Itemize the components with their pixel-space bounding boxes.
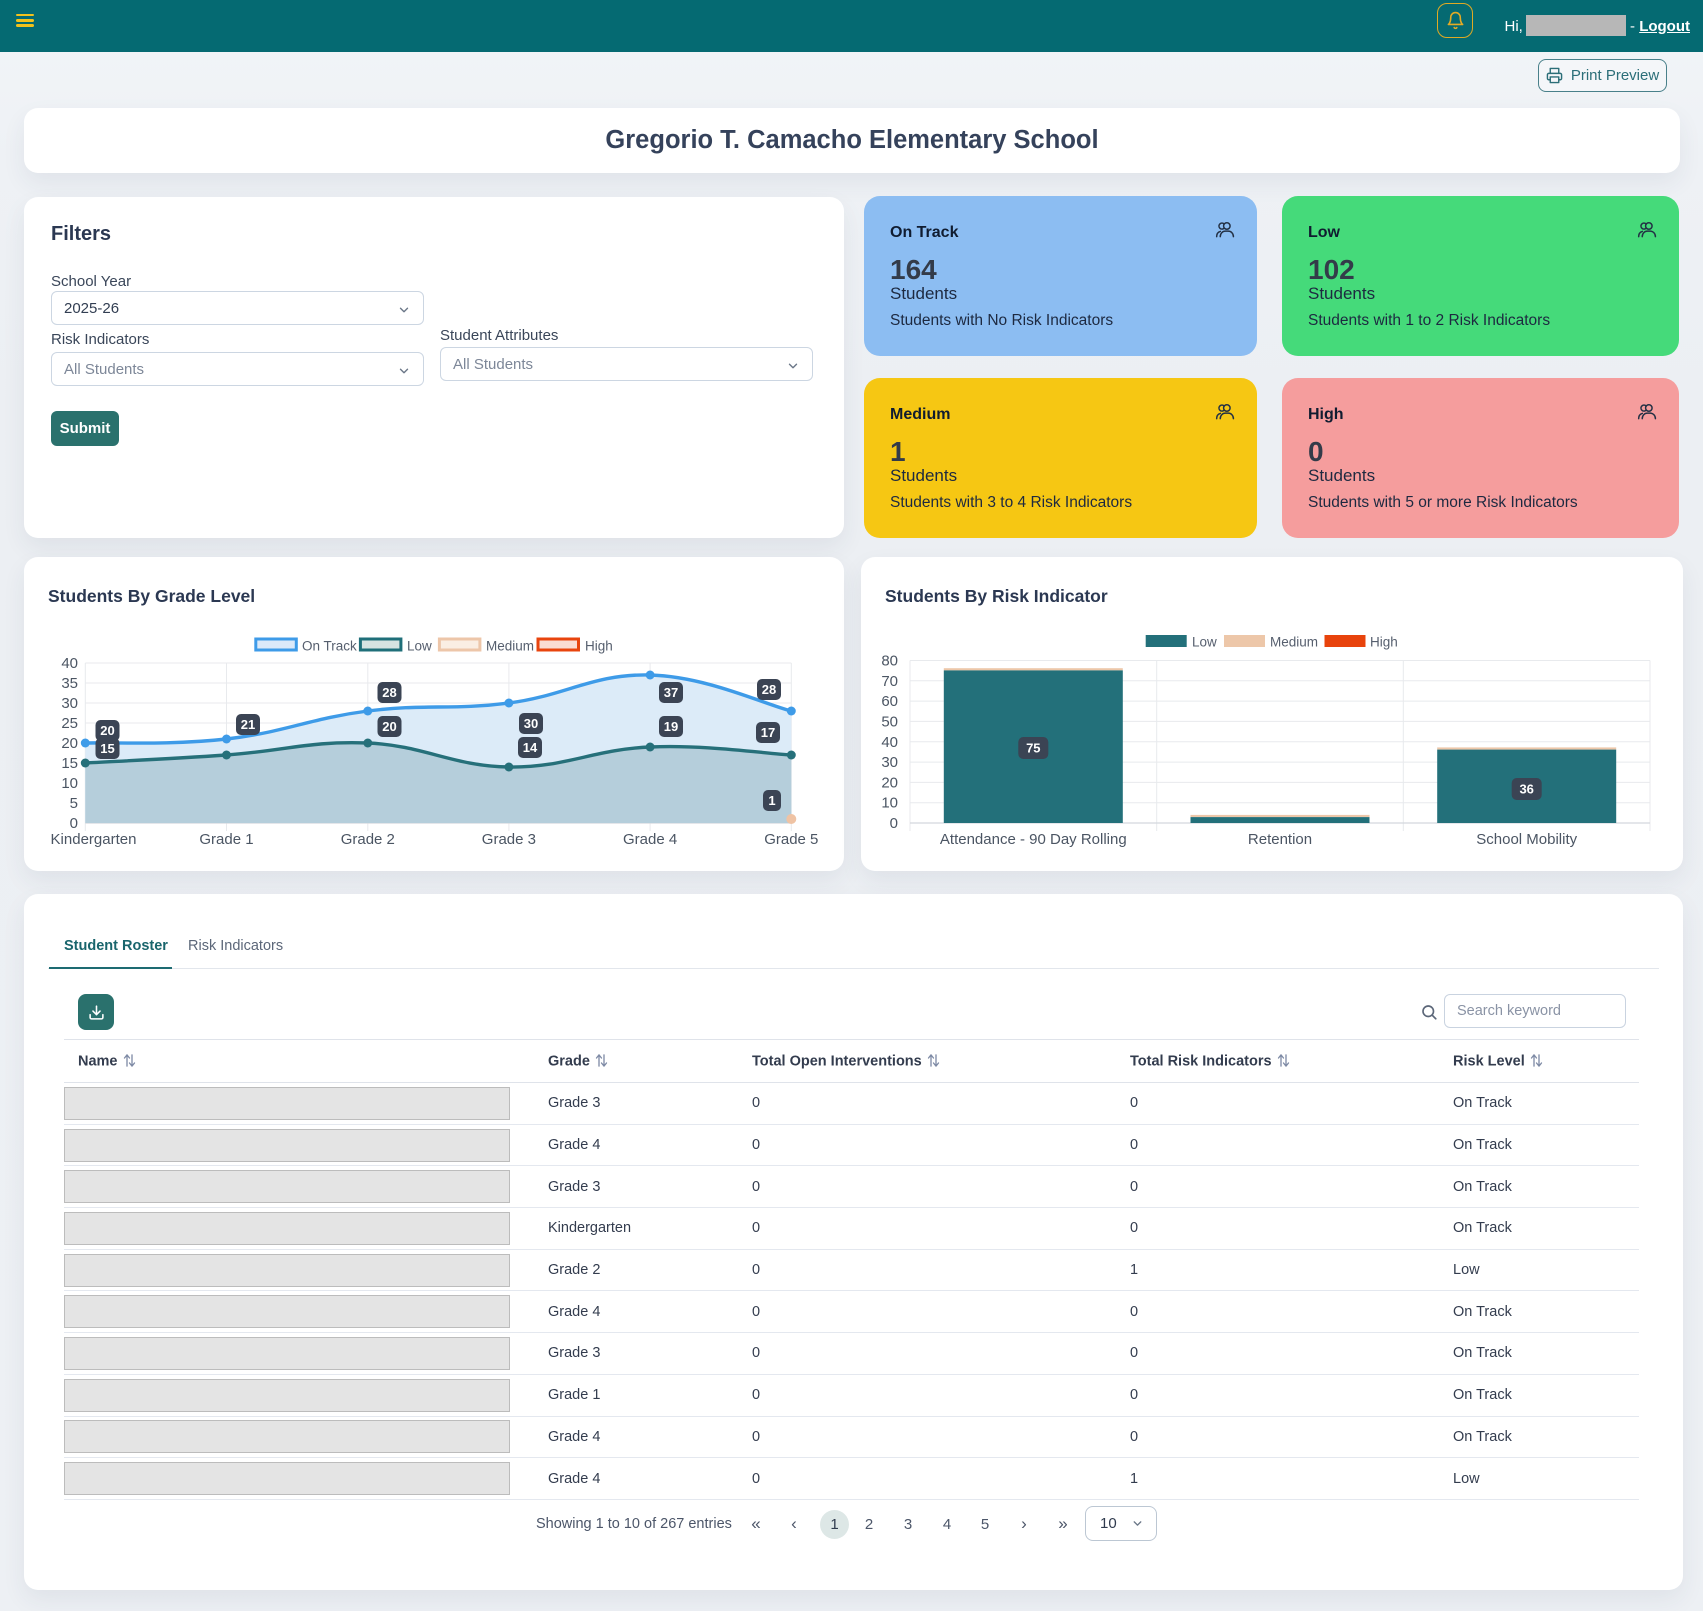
svg-text:21: 21 [241, 717, 255, 732]
svg-text:20: 20 [881, 774, 898, 791]
svg-text:Grade 3: Grade 3 [482, 831, 536, 848]
svg-text:75: 75 [1026, 741, 1040, 756]
svg-text:28: 28 [762, 682, 776, 697]
svg-text:On Track: On Track [302, 639, 357, 654]
svg-text:0: 0 [890, 815, 898, 832]
svg-text:40: 40 [61, 655, 78, 672]
svg-text:20: 20 [382, 719, 396, 734]
svg-text:17: 17 [761, 725, 775, 740]
svg-text:Grade 4: Grade 4 [623, 831, 677, 848]
svg-text:Low: Low [407, 639, 432, 654]
svg-text:19: 19 [664, 719, 678, 734]
svg-text:Grade 5: Grade 5 [764, 831, 818, 848]
svg-text:15: 15 [100, 741, 114, 756]
svg-text:10: 10 [881, 795, 898, 812]
svg-text:School Mobility: School Mobility [1476, 831, 1577, 848]
svg-text:High: High [585, 639, 613, 654]
svg-text:28: 28 [382, 685, 396, 700]
svg-text:10: 10 [61, 775, 78, 792]
svg-text:5: 5 [70, 795, 78, 812]
svg-text:Medium: Medium [486, 639, 534, 654]
svg-text:36: 36 [1519, 782, 1533, 797]
svg-text:60: 60 [881, 693, 898, 710]
svg-text:Low: Low [1192, 635, 1217, 650]
svg-text:30: 30 [61, 695, 78, 712]
svg-text:40: 40 [881, 734, 898, 751]
svg-text:15: 15 [61, 755, 78, 772]
svg-text:37: 37 [664, 685, 678, 700]
svg-text:14: 14 [523, 740, 538, 755]
svg-text:0: 0 [70, 815, 78, 832]
svg-text:50: 50 [881, 713, 898, 730]
svg-text:80: 80 [881, 653, 898, 670]
svg-text:20: 20 [61, 735, 78, 752]
svg-text:35: 35 [61, 675, 78, 692]
svg-text:Medium: Medium [1270, 635, 1318, 650]
svg-text:Retention: Retention [1248, 831, 1312, 848]
svg-text:Attendance - 90 Day Rolling: Attendance - 90 Day Rolling [940, 831, 1127, 848]
svg-text:High: High [1370, 635, 1398, 650]
svg-text:Grade 1: Grade 1 [199, 831, 253, 848]
svg-text:30: 30 [524, 716, 538, 731]
svg-text:Kindergarten: Kindergarten [51, 831, 137, 848]
svg-text:20: 20 [100, 723, 114, 738]
svg-text:1: 1 [768, 793, 775, 808]
svg-text:Grade 2: Grade 2 [341, 831, 395, 848]
svg-text:25: 25 [61, 715, 78, 732]
svg-text:30: 30 [881, 754, 898, 771]
svg-text:70: 70 [881, 673, 898, 690]
